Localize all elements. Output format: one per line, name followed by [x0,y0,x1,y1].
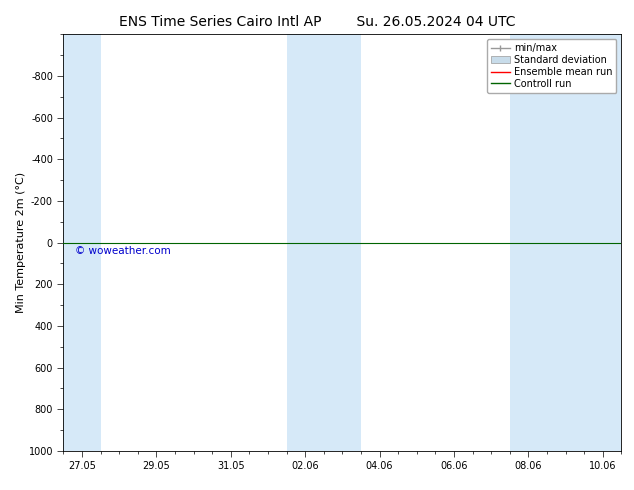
Bar [510,34,621,451]
Bar [287,34,361,451]
Y-axis label: Min Temperature 2m (°C): Min Temperature 2m (°C) [16,172,26,313]
Text: © woweather.com: © woweather.com [75,246,171,256]
Text: ENS Time Series Cairo Intl AP        Su. 26.05.2024 04 UTC: ENS Time Series Cairo Intl AP Su. 26.05.… [119,15,515,29]
Bar [63,34,101,451]
Legend: min/max, Standard deviation, Ensemble mean run, Controll run: min/max, Standard deviation, Ensemble me… [487,39,616,93]
